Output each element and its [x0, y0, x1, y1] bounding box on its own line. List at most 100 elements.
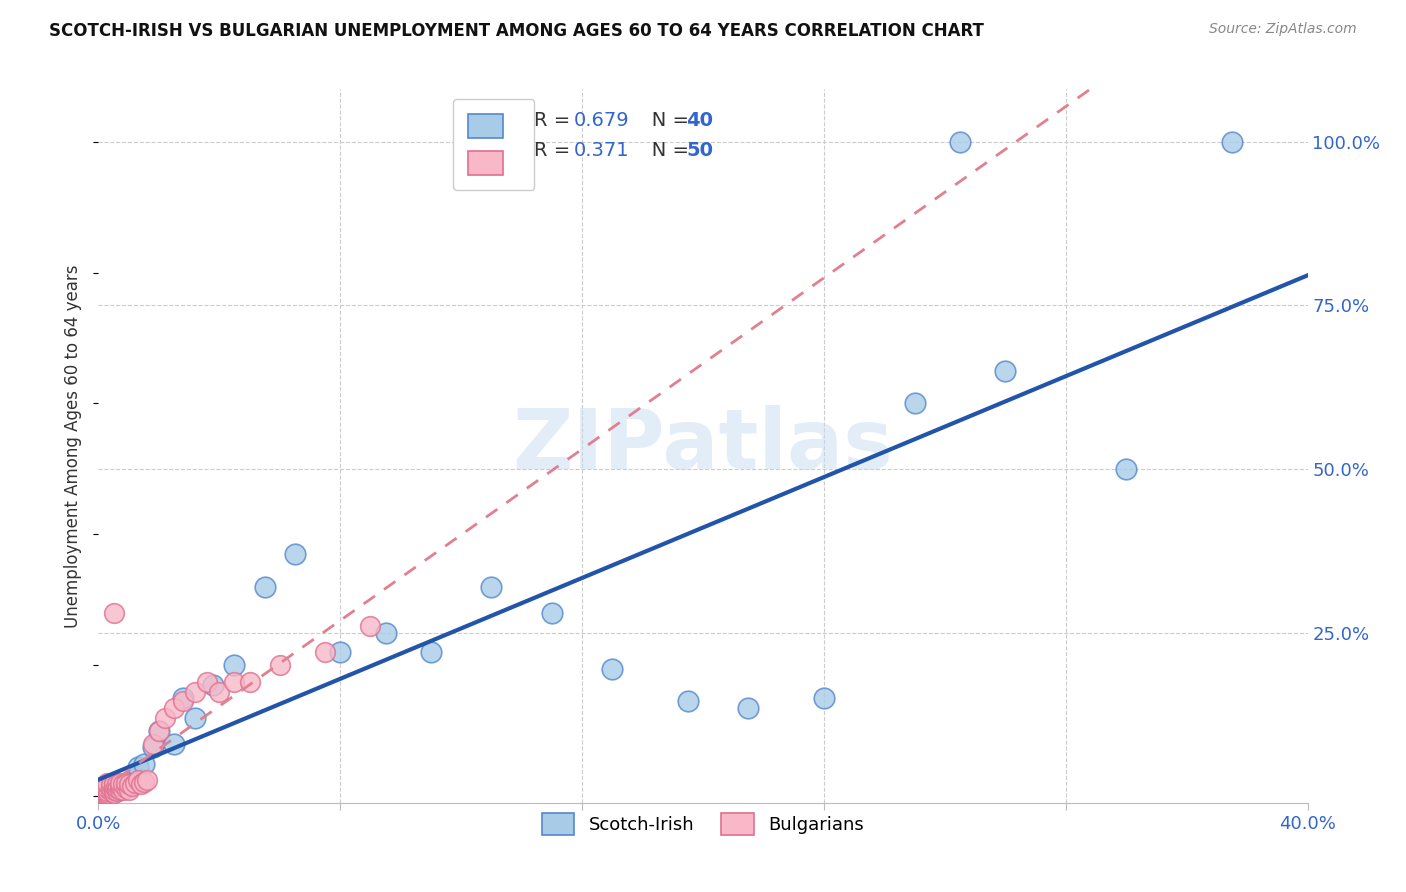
- Point: [129, 777, 152, 791]
- Point: [96, 786, 118, 800]
- Point: [93, 784, 115, 798]
- Point: [111, 781, 134, 796]
- Point: [118, 776, 141, 790]
- Point: [1220, 135, 1243, 149]
- Point: [949, 135, 972, 149]
- Text: 40: 40: [686, 112, 713, 130]
- Point: [96, 786, 118, 800]
- Point: [96, 776, 118, 790]
- Point: [105, 781, 128, 796]
- Point: [676, 694, 699, 708]
- Text: Source: ZipAtlas.com: Source: ZipAtlas.com: [1209, 22, 1357, 37]
- Point: [540, 606, 562, 620]
- Point: [90, 786, 112, 800]
- Point: [124, 776, 146, 790]
- Text: 0.679: 0.679: [574, 112, 630, 130]
- Point: [103, 780, 125, 794]
- Point: [105, 784, 128, 798]
- Point: [100, 777, 122, 791]
- Point: [142, 737, 165, 751]
- Point: [202, 678, 225, 692]
- Point: [163, 737, 186, 751]
- Point: [481, 580, 503, 594]
- Point: [184, 684, 207, 698]
- Point: [93, 780, 115, 794]
- Point: [132, 775, 155, 789]
- Point: [118, 782, 141, 797]
- Point: [96, 781, 118, 796]
- Point: [142, 740, 165, 755]
- Point: [93, 782, 115, 797]
- Point: [93, 782, 115, 797]
- Point: [253, 580, 276, 594]
- Text: SCOTCH-IRISH VS BULGARIAN UNEMPLOYMENT AMONG AGES 60 TO 64 YEARS CORRELATION CHA: SCOTCH-IRISH VS BULGARIAN UNEMPLOYMENT A…: [49, 22, 984, 40]
- Point: [100, 781, 122, 796]
- Point: [135, 772, 157, 787]
- Point: [132, 756, 155, 771]
- Text: R =: R =: [534, 112, 576, 130]
- Text: N =: N =: [633, 141, 695, 161]
- Text: ZIPatlas: ZIPatlas: [513, 406, 893, 486]
- Point: [813, 691, 835, 706]
- Point: [224, 674, 246, 689]
- Point: [184, 711, 207, 725]
- Point: [100, 784, 122, 798]
- Point: [239, 674, 262, 689]
- Point: [90, 786, 112, 800]
- Point: [96, 781, 118, 796]
- Point: [103, 776, 125, 790]
- Point: [602, 662, 624, 676]
- Point: [148, 723, 170, 738]
- Point: [103, 606, 125, 620]
- Point: [96, 784, 118, 798]
- Point: [114, 777, 136, 791]
- Point: [121, 780, 143, 794]
- Text: N =: N =: [633, 112, 695, 130]
- Point: [329, 645, 352, 659]
- Point: [105, 777, 128, 791]
- Point: [172, 691, 194, 706]
- Point: [360, 619, 382, 633]
- Point: [108, 780, 131, 794]
- Point: [284, 547, 307, 561]
- Point: [127, 760, 149, 774]
- Point: [994, 364, 1017, 378]
- Point: [163, 701, 186, 715]
- Point: [148, 723, 170, 738]
- Text: R =: R =: [534, 141, 576, 161]
- Point: [153, 711, 176, 725]
- Point: [737, 701, 759, 715]
- Point: [103, 786, 125, 800]
- Y-axis label: Unemployment Among Ages 60 to 64 years: Unemployment Among Ages 60 to 64 years: [65, 264, 83, 628]
- Point: [374, 625, 396, 640]
- Point: [108, 776, 131, 790]
- Text: 50: 50: [686, 141, 713, 161]
- Point: [1115, 462, 1137, 476]
- Point: [208, 684, 231, 698]
- Point: [100, 784, 122, 798]
- Point: [904, 396, 927, 410]
- Point: [420, 645, 443, 659]
- Point: [90, 784, 112, 798]
- Legend: Scotch-Irish, Bulgarians: Scotch-Irish, Bulgarians: [533, 804, 873, 844]
- Point: [195, 674, 218, 689]
- Point: [108, 780, 131, 794]
- Point: [103, 782, 125, 797]
- Point: [90, 782, 112, 797]
- Point: [111, 777, 134, 791]
- Point: [118, 777, 141, 791]
- Point: [93, 784, 115, 798]
- Point: [124, 770, 146, 784]
- Point: [114, 781, 136, 796]
- Point: [103, 776, 125, 790]
- Point: [103, 782, 125, 797]
- Text: 0.371: 0.371: [574, 141, 630, 161]
- Point: [269, 658, 291, 673]
- Point: [93, 786, 115, 800]
- Point: [314, 645, 336, 659]
- Point: [224, 658, 246, 673]
- Point: [108, 782, 131, 797]
- Point: [111, 782, 134, 797]
- Point: [105, 784, 128, 798]
- Point: [127, 772, 149, 787]
